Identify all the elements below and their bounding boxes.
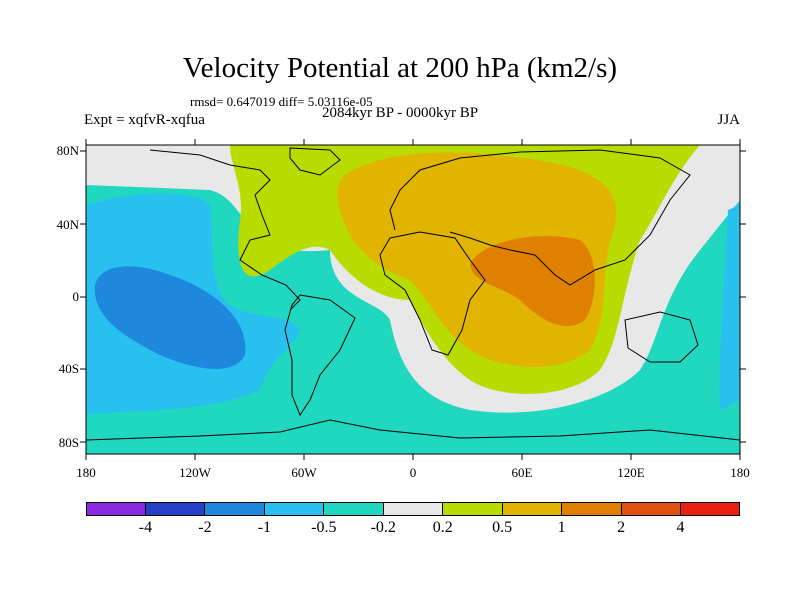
lat-label-40n: 40N <box>57 217 80 232</box>
colorbar-swatch <box>205 502 265 516</box>
lon-label-60e: 60E <box>512 465 533 480</box>
colorbar-label: 0.2 <box>432 519 453 536</box>
antarctica-coast <box>86 419 740 441</box>
colorbar-label: 4 <box>676 519 685 536</box>
tick-marks <box>80 139 746 460</box>
negative-region-east <box>719 205 740 410</box>
colorbar-label: 2 <box>617 519 626 536</box>
colorbar-label: -1 <box>257 519 272 536</box>
lat-label-80n: 80N <box>57 143 80 158</box>
colorbar-label: -0.2 <box>370 519 396 536</box>
colorbar-label: -2 <box>198 519 212 536</box>
weak-negative-south <box>86 410 740 454</box>
lon-label-180e: 180 <box>730 465 750 480</box>
lon-label-120w: 120W <box>179 465 212 480</box>
rmsd-diff-stats: rmsd= 0.647019 diff= 5.03116e-05 <box>190 94 373 109</box>
eurasia-coast <box>389 149 691 286</box>
colorbar-swatch <box>145 502 206 516</box>
lat-label-40s: 40S <box>59 361 79 376</box>
africa-coast <box>379 231 486 356</box>
colorbar-swatch <box>562 502 622 516</box>
map-title: Velocity Potential at 200 hPa (km2/s) <box>182 52 618 84</box>
lon-label-180w: 180 <box>76 465 96 480</box>
contour-field <box>86 145 740 454</box>
south-america-coast <box>284 294 356 417</box>
colorbar-swatch <box>383 502 444 516</box>
north-america-coast <box>149 149 301 311</box>
colorbar-swatch <box>681 502 741 516</box>
lat-label-eq: 0 <box>73 289 80 304</box>
lon-label-120e: 120E <box>617 465 645 480</box>
time-period-label: 2084kyr BP - 0000kyr BP <box>321 105 479 121</box>
colorbar-swatch <box>264 502 325 516</box>
colorbar-swatch <box>324 502 384 516</box>
colorbar-label: -4 <box>138 519 153 536</box>
season-label: JJA <box>717 112 740 128</box>
colorbar-label: 1 <box>557 519 566 536</box>
colorbar-label: -0.5 <box>311 519 337 536</box>
colorbar-label: 0.5 <box>492 519 513 536</box>
latitude-labels: 80N 40N 0 40S 80S <box>57 143 80 450</box>
lon-label-0: 0 <box>410 465 417 480</box>
coastlines <box>86 147 740 441</box>
longitude-labels: 180 120W 60W 0 60E 120E 180 <box>76 465 750 480</box>
greenland-coast <box>289 147 341 176</box>
strong-negative-region <box>94 266 246 369</box>
experiment-label: Expt = xqfvR-xqfua <box>84 112 205 128</box>
colorbar-swatch <box>443 502 503 516</box>
colorbar-swatch <box>502 502 563 516</box>
australia-coast <box>624 311 699 363</box>
lon-label-60w: 60W <box>291 465 317 480</box>
strong-positive-region <box>470 236 595 327</box>
colorbar-swatch <box>86 502 146 516</box>
colorbar-swatch <box>621 502 682 516</box>
lat-label-80s: 80S <box>59 435 79 450</box>
colorbar <box>86 502 741 516</box>
